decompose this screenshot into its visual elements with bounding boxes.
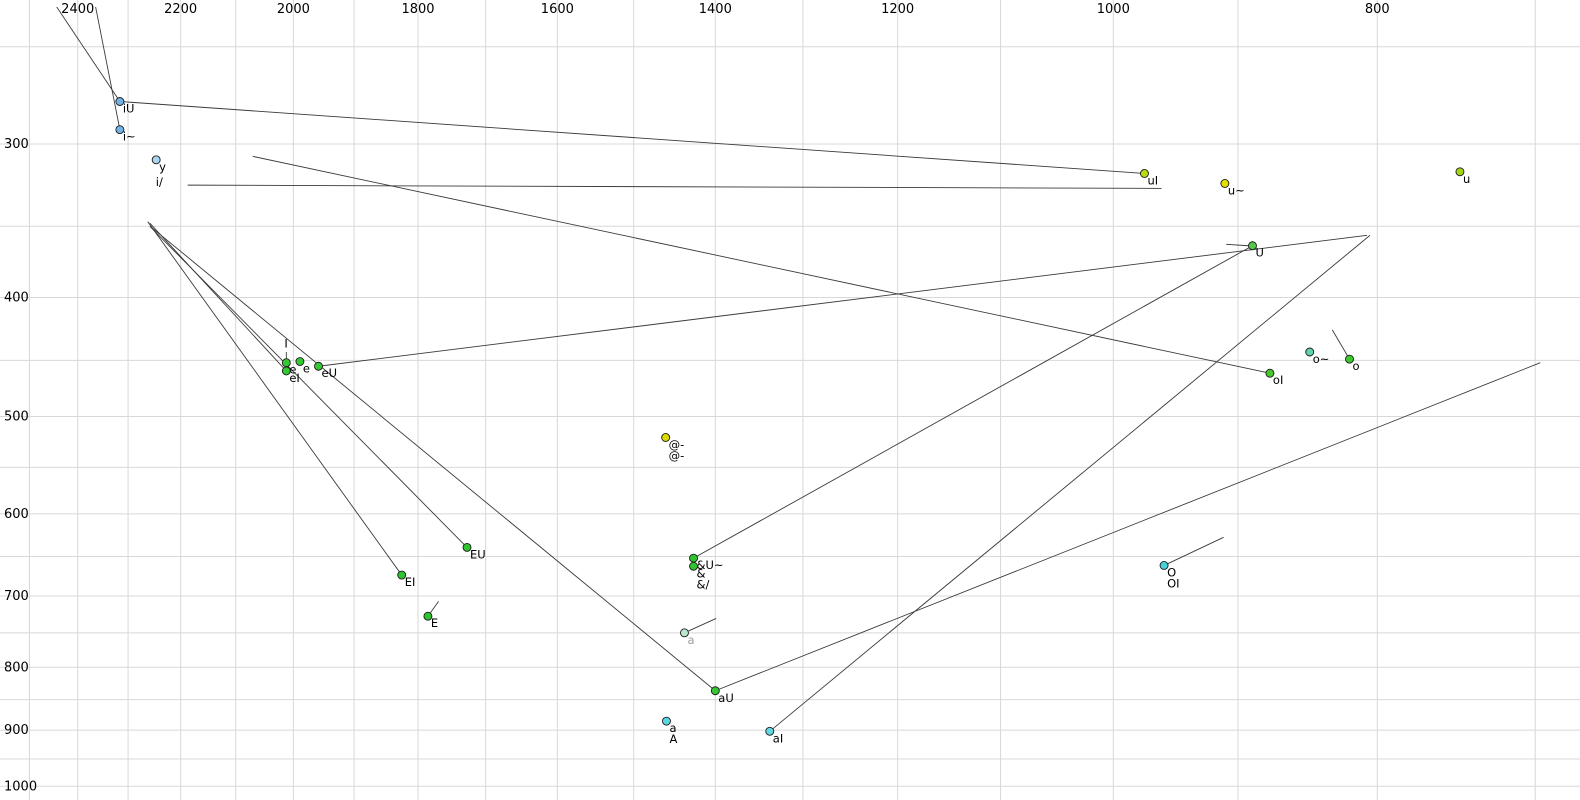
point-label: O bbox=[1167, 565, 1176, 579]
x-axis-tick-label: 1400 bbox=[699, 2, 732, 17]
point-U bbox=[1248, 241, 1257, 251]
trajectory-line bbox=[318, 234, 1368, 367]
y-axis-tick-label: 700 bbox=[4, 589, 29, 604]
x-axis-tick-label: 2400 bbox=[61, 2, 94, 17]
point-label: EI bbox=[405, 575, 416, 589]
point-a bbox=[662, 716, 671, 726]
trajectory-line bbox=[769, 235, 1371, 732]
point-y bbox=[151, 155, 161, 165]
point-extra-label: &/ bbox=[697, 577, 710, 591]
point-label: @- bbox=[669, 437, 685, 451]
y-axis-tick-label: 900 bbox=[4, 723, 29, 738]
point-O bbox=[1159, 561, 1169, 570]
trajectory-line bbox=[1163, 536, 1224, 566]
point-extra-label: @- bbox=[669, 448, 685, 462]
point-o~ bbox=[1305, 347, 1315, 357]
trajectory-line bbox=[684, 618, 717, 634]
point-label: & bbox=[697, 566, 706, 580]
point-iU bbox=[115, 97, 125, 106]
point-a bbox=[679, 628, 689, 638]
point-extra-label: A bbox=[669, 732, 677, 746]
trajectory-line bbox=[147, 221, 403, 576]
point-label: a bbox=[687, 633, 694, 647]
point-EU bbox=[462, 542, 472, 552]
x-axis-tick-label: 1200 bbox=[881, 2, 914, 17]
x-axis-tick-label: 2000 bbox=[277, 2, 310, 17]
point-E bbox=[423, 611, 433, 621]
point-uI bbox=[1140, 169, 1149, 178]
point-label: e bbox=[289, 363, 296, 377]
point-extra-label: OI bbox=[1167, 576, 1179, 590]
trajectory-line bbox=[187, 184, 1162, 189]
point-@- bbox=[661, 433, 671, 442]
trajectory-line bbox=[119, 101, 1145, 174]
annotation-label: i/ bbox=[156, 175, 163, 189]
point-aI bbox=[765, 726, 775, 736]
trajectory-line bbox=[151, 227, 716, 692]
point-eI bbox=[281, 366, 291, 376]
point-u bbox=[1455, 167, 1465, 177]
trajectory-line bbox=[1226, 243, 1249, 247]
point-label: i~ bbox=[123, 130, 136, 144]
point-label: E bbox=[431, 616, 438, 630]
point-& bbox=[689, 561, 698, 571]
point-aU bbox=[710, 686, 720, 696]
y-axis-tick-label: 500 bbox=[4, 410, 29, 425]
point-o bbox=[1345, 354, 1354, 364]
trajectory-line bbox=[715, 362, 1541, 692]
point-label: EU bbox=[470, 547, 486, 561]
point-label: uI bbox=[1147, 173, 1158, 187]
point-i~ bbox=[115, 125, 125, 135]
point-label: aU bbox=[718, 691, 733, 705]
y-axis-tick-label: 600 bbox=[4, 507, 29, 522]
point-label: U bbox=[1255, 246, 1263, 260]
point-oI bbox=[1265, 368, 1275, 378]
point-label: &U~ bbox=[697, 558, 724, 572]
x-axis-tick-label: 800 bbox=[1365, 2, 1390, 17]
annotation-label: I bbox=[284, 336, 287, 350]
point-u~ bbox=[1220, 179, 1230, 188]
x-axis-tick-label: 1000 bbox=[1097, 2, 1130, 17]
point-label: aI bbox=[773, 731, 783, 745]
trajectory-line bbox=[56, 6, 121, 102]
point-label: iU bbox=[123, 102, 135, 116]
trajectory-line bbox=[693, 245, 1253, 559]
y-axis-tick-label: 300 bbox=[4, 137, 29, 152]
point-label: u bbox=[1463, 172, 1470, 186]
point-EI bbox=[397, 570, 407, 580]
trajectory-line bbox=[252, 155, 1271, 374]
x-axis-tick-label: 1600 bbox=[541, 2, 574, 17]
trajectory-line bbox=[1331, 329, 1350, 360]
trajectory-line bbox=[149, 225, 468, 548]
point-label: y bbox=[159, 160, 166, 174]
point-label: u~ bbox=[1228, 183, 1245, 197]
point-label: eI bbox=[289, 371, 299, 385]
point-label: a bbox=[669, 721, 676, 735]
point-label: e bbox=[303, 362, 310, 376]
y-axis-tick-label: 1000 bbox=[4, 779, 37, 794]
point-label: oI bbox=[1273, 373, 1283, 387]
point-eU bbox=[314, 361, 323, 371]
trajectory-line bbox=[149, 222, 287, 372]
y-axis-tick-label: 800 bbox=[4, 660, 29, 675]
point-label: o bbox=[1353, 359, 1360, 373]
point-e bbox=[295, 357, 305, 366]
point-label: eU bbox=[322, 366, 338, 380]
y-axis-tick-label: 400 bbox=[4, 291, 29, 306]
x-axis-tick-label: 1800 bbox=[401, 2, 434, 17]
x-axis-tick-label: 2200 bbox=[164, 2, 197, 17]
point-label: o~ bbox=[1313, 352, 1330, 366]
trajectory-line bbox=[95, 6, 121, 130]
